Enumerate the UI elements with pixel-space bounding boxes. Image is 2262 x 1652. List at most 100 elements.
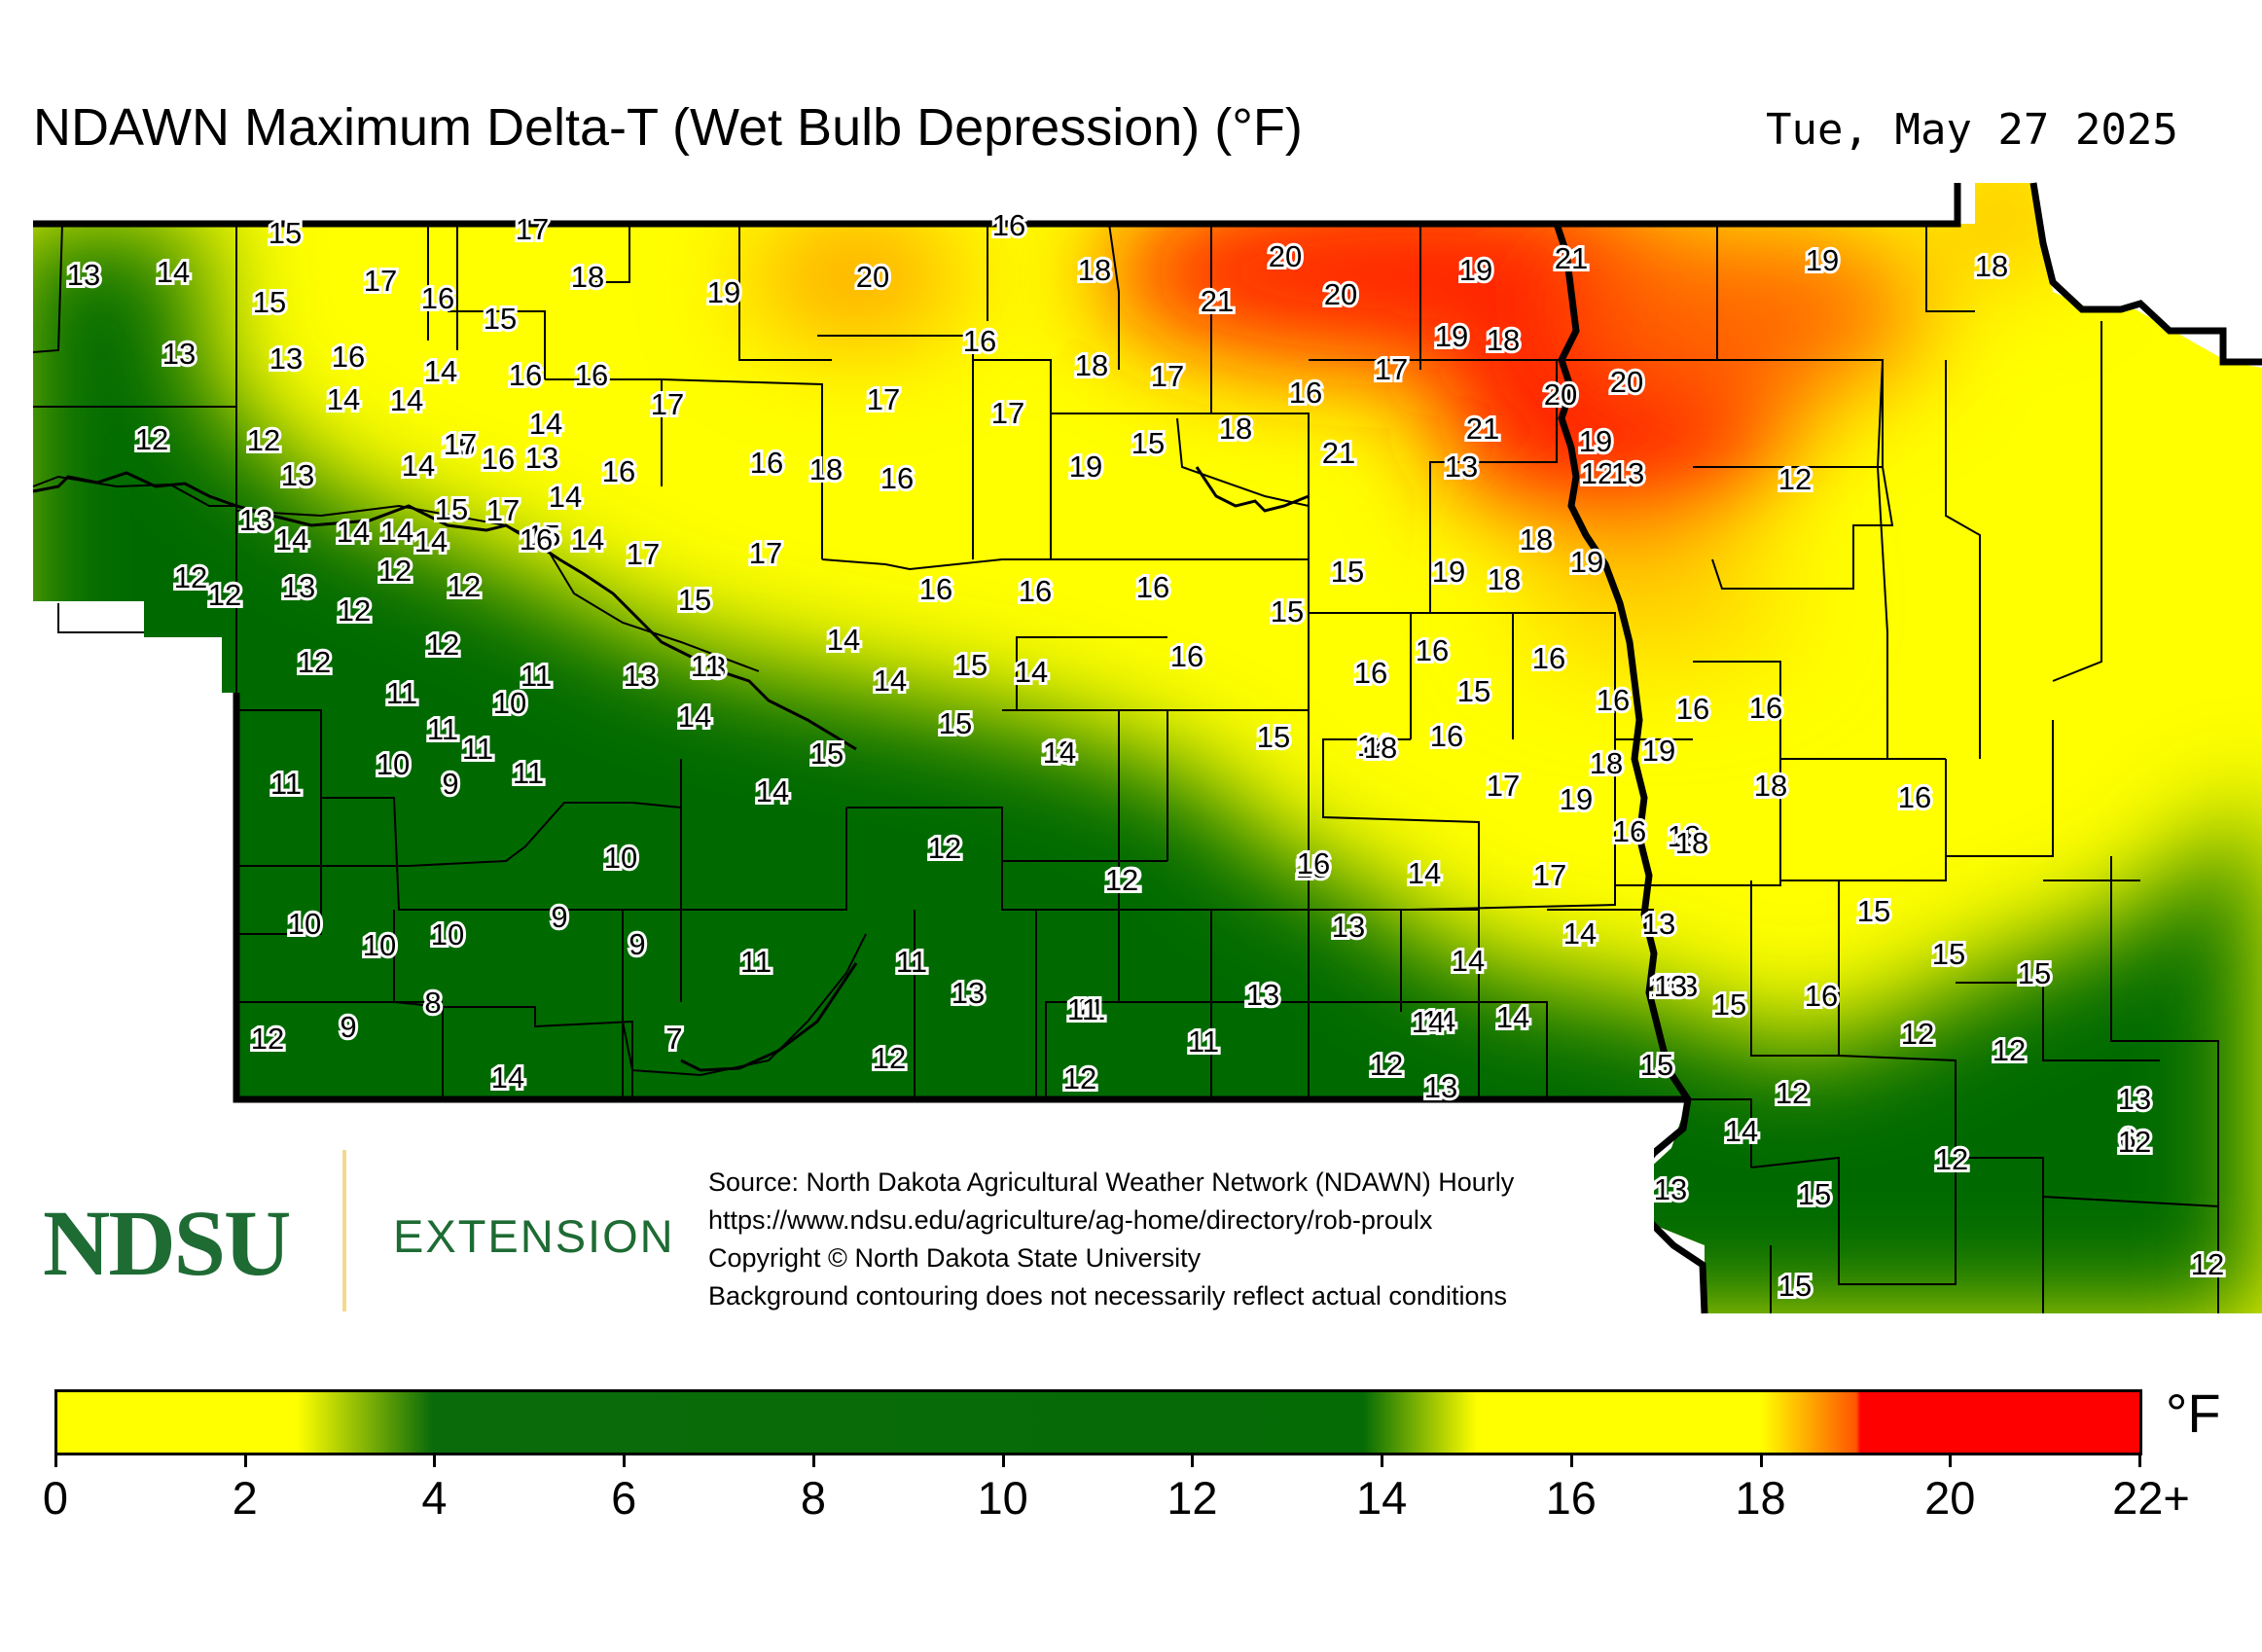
color-scale-tick-mark xyxy=(811,1455,815,1467)
station-value: 12 xyxy=(1776,1076,1809,1110)
station-value: 11 xyxy=(386,676,417,710)
station-value: 16 xyxy=(1019,574,1052,608)
station-value: 14 xyxy=(1452,944,1485,978)
station-value: 14 xyxy=(1357,729,1390,763)
station-value: 14 xyxy=(1412,1005,1445,1039)
station-value: 13 xyxy=(162,337,196,371)
station-value: 12 xyxy=(928,831,961,865)
station-value: 18 xyxy=(1487,323,1520,357)
station-value: 17 xyxy=(486,493,520,527)
station-value: 15 xyxy=(954,648,987,682)
station-value: 15 xyxy=(1131,426,1165,460)
station-value: 20 xyxy=(1269,239,1302,273)
ndsu-logo: NDSU xyxy=(43,1191,291,1295)
station-value: 13 xyxy=(1642,907,1675,941)
station-value: 20 xyxy=(1324,277,1357,311)
station-value: 11 xyxy=(896,945,927,979)
station-value: 16 xyxy=(1532,641,1565,675)
station-value: 15 xyxy=(1798,1177,1831,1211)
station-value: 16 xyxy=(1805,979,1838,1013)
state-border xyxy=(33,182,2262,1314)
station-value: 21 xyxy=(1555,241,1588,275)
station-value: 13 xyxy=(2118,1082,2151,1116)
station-value: 14 xyxy=(1015,655,1048,689)
station-value: 11 xyxy=(521,659,552,693)
station-value: 15 xyxy=(1331,555,1364,589)
station-value: 18 xyxy=(1364,731,1397,765)
station-value: 12 xyxy=(448,569,481,603)
station-value: 16 xyxy=(750,446,783,480)
color-scale-tick-mark xyxy=(433,1455,437,1467)
station-value: 14 xyxy=(1043,736,1076,770)
url-line[interactable]: https://www.ndsu.edu/agriculture/ag-home… xyxy=(708,1205,1433,1235)
station-value: 12 xyxy=(298,645,331,679)
station-value: 16 xyxy=(1898,780,1931,814)
station-value: 13 xyxy=(1611,456,1644,490)
station-value: 13 xyxy=(1245,978,1278,1012)
station-value: 15 xyxy=(442,428,475,462)
station-value: 12 xyxy=(338,593,371,628)
station-value: 17 xyxy=(1375,352,1408,386)
station-value: 16 xyxy=(1676,692,1709,726)
station-value: 9 xyxy=(628,927,645,961)
station-value: 14 xyxy=(756,774,789,808)
station-value: 12 xyxy=(2191,1247,2224,1281)
county-lines xyxy=(32,223,2219,1313)
station-value: 12 xyxy=(208,578,241,612)
station-value: 14 xyxy=(874,664,907,698)
station-value: 7 xyxy=(665,1022,682,1056)
station-value: 11 xyxy=(691,649,722,683)
station-value: 16 xyxy=(1749,691,1782,725)
station-value: 15 xyxy=(1257,720,1290,754)
station-value: 13 xyxy=(525,441,558,475)
logo-footer-panel xyxy=(0,1129,1654,1323)
station-value: 13 xyxy=(1654,1172,1687,1206)
map-title: NDAWN Maximum Delta-T (Wet Bulb Depressi… xyxy=(33,98,1303,157)
station-value: 14 xyxy=(1496,1000,1529,1034)
color-scale-bar xyxy=(54,1389,2142,1455)
station-value: 18 xyxy=(1520,522,1553,557)
color-scale-tick-label: 12 xyxy=(1167,1472,1218,1524)
station-value: 18 xyxy=(1078,253,1111,287)
station-value: 17 xyxy=(867,382,900,416)
station-value: 17 xyxy=(1533,858,1566,892)
map-date: Tue, May 27 2025 xyxy=(1766,105,2178,155)
station-value: 15 xyxy=(435,492,468,526)
station-value: 16 xyxy=(1597,683,1630,717)
station-value: 14 xyxy=(491,1060,524,1095)
station-value: 9 xyxy=(340,1010,356,1044)
source-line: Source: North Dakota Agricultural Weathe… xyxy=(708,1167,1515,1197)
station-value: 17 xyxy=(651,387,684,421)
station-value: 14 xyxy=(1422,1004,1455,1038)
color-scale-tick-mark xyxy=(1381,1455,1384,1467)
station-value: 12 xyxy=(378,554,412,588)
color-scale-tick-label: 22+ xyxy=(2112,1472,2190,1524)
station-value: 16 xyxy=(421,281,454,315)
station-value: 12 xyxy=(1778,462,1812,496)
station-value: 11 xyxy=(270,767,302,801)
station-value: 15 xyxy=(1650,969,1683,1003)
station-value: 11 xyxy=(513,756,544,790)
station-value: 11 xyxy=(1067,992,1098,1026)
color-scale-tick-label: 14 xyxy=(1355,1472,1408,1524)
color-scale-tick-label: 18 xyxy=(1735,1472,1786,1524)
station-value: 13 xyxy=(1424,1070,1457,1104)
station-value: 19 xyxy=(1432,555,1465,589)
missouri-river xyxy=(32,466,1310,1072)
station-value: 17 xyxy=(627,537,660,571)
station-value: 15 xyxy=(1296,850,1329,884)
color-scale-tick-mark xyxy=(1191,1455,1195,1467)
station-value: 12 xyxy=(1993,1033,2026,1067)
station-value: 20 xyxy=(1544,377,1577,412)
station-value: 18 xyxy=(1590,746,1623,780)
station-value: 10 xyxy=(431,917,464,952)
station-value: 15 xyxy=(484,302,517,336)
station-value: 9 xyxy=(442,767,458,801)
station-value: 15 xyxy=(527,519,560,553)
station-value: 13 xyxy=(624,659,657,693)
station-value: 16 xyxy=(1354,656,1387,690)
station-value: 17 xyxy=(991,396,1024,430)
station-value: 16 xyxy=(919,572,952,606)
logo-divider xyxy=(342,1150,346,1311)
station-value: 17 xyxy=(364,264,397,298)
